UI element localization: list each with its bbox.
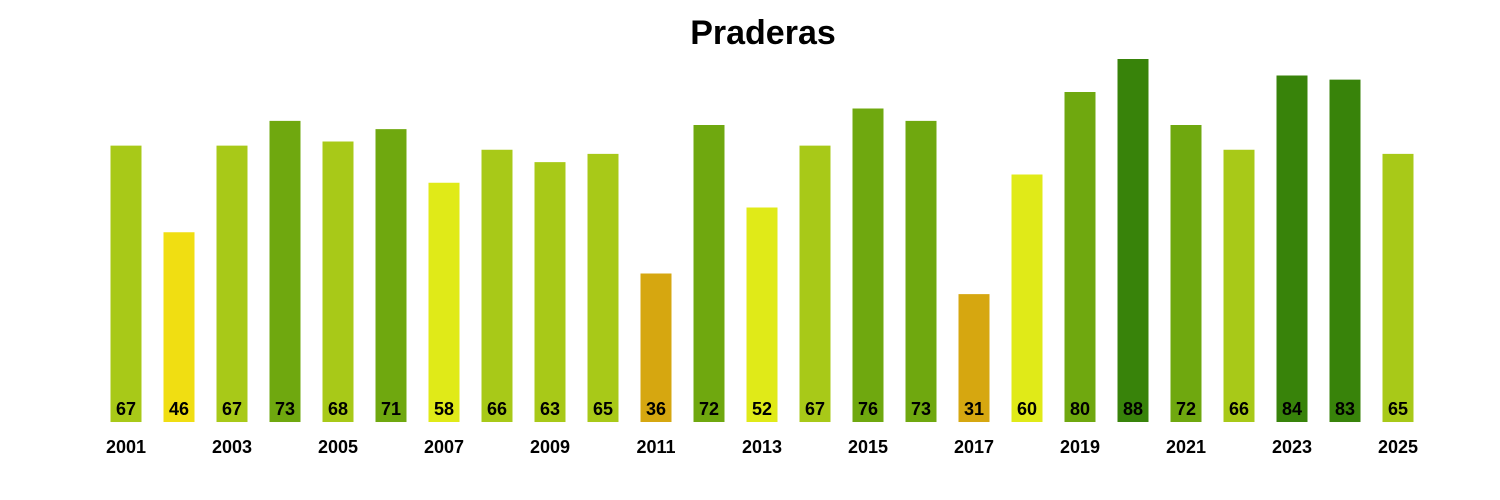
bar-2004 [269, 120, 301, 423]
x-tick-label-2021: 2021 [1166, 437, 1206, 457]
value-label-2001: 67 [116, 399, 136, 419]
value-label-2022: 66 [1229, 399, 1249, 419]
value-label-2016: 73 [911, 399, 931, 419]
x-tick-label-2015: 2015 [848, 437, 888, 457]
x-tick-label-2007: 2007 [424, 437, 464, 457]
value-label-2019: 80 [1070, 399, 1090, 419]
bar-2006 [375, 129, 407, 423]
bar-2014 [799, 145, 831, 423]
bar-2022 [1223, 149, 1255, 422]
value-label-2011: 36 [646, 399, 666, 419]
bar-2016 [905, 120, 937, 423]
value-label-2010: 65 [593, 399, 613, 419]
x-tick-label-2001: 2001 [106, 437, 146, 457]
bar-2011 [640, 273, 672, 422]
bar-2001 [110, 145, 142, 423]
x-tick-label-2023: 2023 [1272, 437, 1312, 457]
bar-2013 [746, 207, 778, 422]
bar-2009 [534, 162, 566, 423]
value-label-2002: 46 [169, 399, 189, 419]
value-label-2008: 66 [487, 399, 507, 419]
value-label-2025: 65 [1388, 399, 1408, 419]
bar-2002 [163, 232, 195, 422]
value-label-2021: 72 [1176, 399, 1196, 419]
value-label-2017: 31 [964, 399, 984, 419]
bar-2018 [1011, 174, 1043, 422]
bar-2003 [216, 145, 248, 423]
x-tick-label-2009: 2009 [530, 437, 570, 457]
value-label-2015: 76 [858, 399, 878, 419]
x-tick-label-2025: 2025 [1378, 437, 1418, 457]
bar-2008 [481, 149, 513, 422]
bar-2020 [1117, 59, 1149, 422]
bar-2005 [322, 141, 354, 422]
bar-2017 [958, 294, 990, 423]
value-label-2004: 73 [275, 399, 295, 419]
bar-2025 [1382, 153, 1414, 423]
x-tick-label-2019: 2019 [1060, 437, 1100, 457]
bar-2024 [1329, 79, 1361, 423]
value-label-2020: 88 [1123, 399, 1143, 419]
value-label-2024: 83 [1335, 399, 1355, 419]
value-label-2023: 84 [1282, 399, 1302, 419]
value-label-2007: 58 [434, 399, 454, 419]
x-tick-label-2005: 2005 [318, 437, 358, 457]
x-axis-ticks-group: 2001 2003 2005 2007 2009 2011 2013 2015 2017 2019… [106, 437, 1418, 457]
bar-2007 [428, 182, 460, 422]
x-tick-label-2017: 2017 [954, 437, 994, 457]
bar-2019 [1064, 92, 1096, 422]
bars-group [110, 59, 1414, 423]
value-label-2014: 67 [805, 399, 825, 419]
value-label-2006: 71 [381, 399, 401, 419]
x-tick-label-2003: 2003 [212, 437, 252, 457]
x-tick-label-2011: 2011 [636, 437, 675, 457]
value-label-2013: 52 [752, 399, 772, 419]
value-label-2009: 63 [540, 399, 560, 419]
bar-2015 [852, 108, 884, 422]
bar-2023 [1276, 75, 1308, 422]
x-tick-label-2013: 2013 [742, 437, 782, 457]
value-label-2012: 72 [699, 399, 719, 419]
chart-title: Praderas [690, 14, 836, 52]
value-label-2018: 60 [1017, 399, 1037, 419]
value-label-2003: 67 [222, 399, 242, 419]
value-label-2005: 68 [328, 399, 348, 419]
bar-2021 [1170, 125, 1202, 422]
value-labels-group: 67 46 67 73 68 71 58 66 63 65 36 72 52 67 76 73 31 60 80 88… [116, 399, 1408, 419]
bar-2012 [693, 125, 725, 422]
bar-2010 [587, 153, 619, 423]
